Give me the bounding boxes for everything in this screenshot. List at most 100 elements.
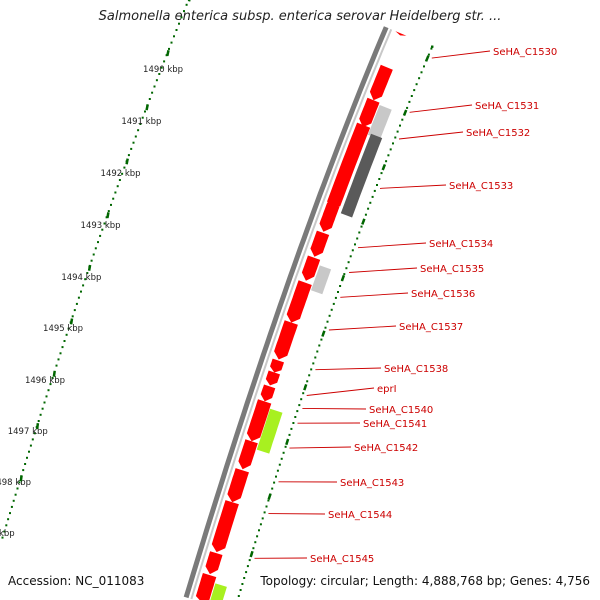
inner-dot xyxy=(282,451,285,454)
kbp-label: 1495 kbp xyxy=(43,324,83,334)
gene-label: SeHA_C1536 xyxy=(411,289,475,300)
outer-dot xyxy=(18,481,21,484)
label-leader-line xyxy=(398,131,464,140)
inner-dot xyxy=(364,213,367,216)
kbp-label: 1498 kbp xyxy=(0,478,31,488)
outer-dot xyxy=(28,450,30,453)
inner-dot xyxy=(401,118,404,121)
outer-dot xyxy=(67,327,70,330)
outer-dot xyxy=(103,222,106,225)
outer-dot xyxy=(130,147,133,150)
inner-dot xyxy=(343,273,346,276)
outer-dot xyxy=(47,389,50,392)
outer-dot xyxy=(155,79,158,82)
label-leader-line xyxy=(357,242,427,249)
inner-dot xyxy=(385,160,388,163)
inner-dot xyxy=(328,314,331,317)
outer-dot xyxy=(82,284,85,287)
outer-dot xyxy=(134,135,137,138)
outer-dot xyxy=(114,191,117,194)
inner-dot xyxy=(345,267,348,270)
gene-feature xyxy=(227,468,249,503)
inner-dot xyxy=(267,499,270,502)
inner-dot xyxy=(252,547,255,550)
outer-tick-track xyxy=(1,3,188,539)
inner-dot xyxy=(399,124,401,127)
inner-dot xyxy=(275,475,277,478)
outer-dot xyxy=(173,35,175,38)
inner-tick xyxy=(402,109,408,117)
inner-dot xyxy=(334,296,337,299)
outer-dot xyxy=(63,340,66,342)
inner-tick xyxy=(361,218,366,225)
inner-tick xyxy=(424,55,430,62)
inner-dot xyxy=(248,559,251,562)
inner-dot xyxy=(294,416,297,418)
gene-feature xyxy=(286,280,312,323)
gene-label: eprI xyxy=(377,384,397,395)
accession-text: Accession: NC_011083 xyxy=(8,574,145,588)
outer-dot xyxy=(41,407,44,410)
outer-dot xyxy=(43,401,46,404)
inner-dot xyxy=(243,577,246,579)
inner-dot xyxy=(380,172,383,175)
inner-dot xyxy=(420,71,423,74)
inner-tick xyxy=(321,330,326,337)
outer-dot xyxy=(99,234,102,237)
kbp-label: 1490 kbp xyxy=(143,65,183,75)
gene-feature xyxy=(205,551,223,575)
gene-feature xyxy=(195,573,217,600)
inner-dot xyxy=(394,136,397,139)
inner-dot xyxy=(356,237,359,240)
gene-label: SeHA_C1537 xyxy=(399,322,463,333)
inner-dot xyxy=(324,326,327,329)
label-leader-line xyxy=(379,184,447,189)
inner-dot xyxy=(290,427,293,430)
inner-dot xyxy=(302,392,305,395)
gene-feature xyxy=(274,320,298,360)
outer-dot xyxy=(55,364,58,367)
inner-dot xyxy=(369,201,372,204)
inner-dot xyxy=(246,565,249,568)
inner-dot xyxy=(392,142,394,145)
gene-label: SeHA_C1532 xyxy=(466,128,530,139)
inner-dot xyxy=(296,410,299,413)
outer-dot xyxy=(94,247,97,250)
map-title: Salmonella enterica subsp. enterica sero… xyxy=(98,9,502,24)
outer-dot xyxy=(144,110,146,113)
outer-dot xyxy=(51,376,54,379)
inner-dot xyxy=(261,517,264,520)
inner-dot xyxy=(308,374,311,377)
label-leader-line xyxy=(302,407,367,410)
outer-dot xyxy=(7,518,10,521)
outer-dot xyxy=(163,60,166,63)
inner-tick xyxy=(285,438,290,446)
kbp-scale: 1490 kbp 1491 kbp 1492 kbp 1493 kbp 1494 kbp… xyxy=(0,0,191,539)
inner-dot xyxy=(271,487,274,490)
inner-dot xyxy=(306,380,309,383)
outer-dot xyxy=(153,85,156,88)
outer-dot xyxy=(33,432,36,435)
kbp-tick xyxy=(35,423,40,430)
gene-label: SeHA_C1531 xyxy=(475,101,539,112)
outer-dot xyxy=(1,536,4,539)
outer-dot xyxy=(118,179,121,181)
inner-dot xyxy=(332,302,335,305)
gene-label: SeHA_C1542 xyxy=(354,443,418,454)
outer-dot xyxy=(29,444,32,447)
genome-backbone xyxy=(183,26,393,600)
inner-dot xyxy=(237,595,240,597)
outer-dot xyxy=(24,463,27,465)
inner-dot xyxy=(300,398,303,401)
outer-dot xyxy=(90,259,93,262)
gene-feature xyxy=(210,583,227,600)
inner-dot xyxy=(288,433,291,436)
kbp-tick xyxy=(69,318,74,325)
outer-dot xyxy=(160,66,163,69)
gene-feature xyxy=(238,439,258,470)
label-leader-line xyxy=(340,292,409,298)
outer-dot xyxy=(107,210,110,213)
inner-dot xyxy=(423,65,425,68)
label-leader-line xyxy=(349,267,418,273)
